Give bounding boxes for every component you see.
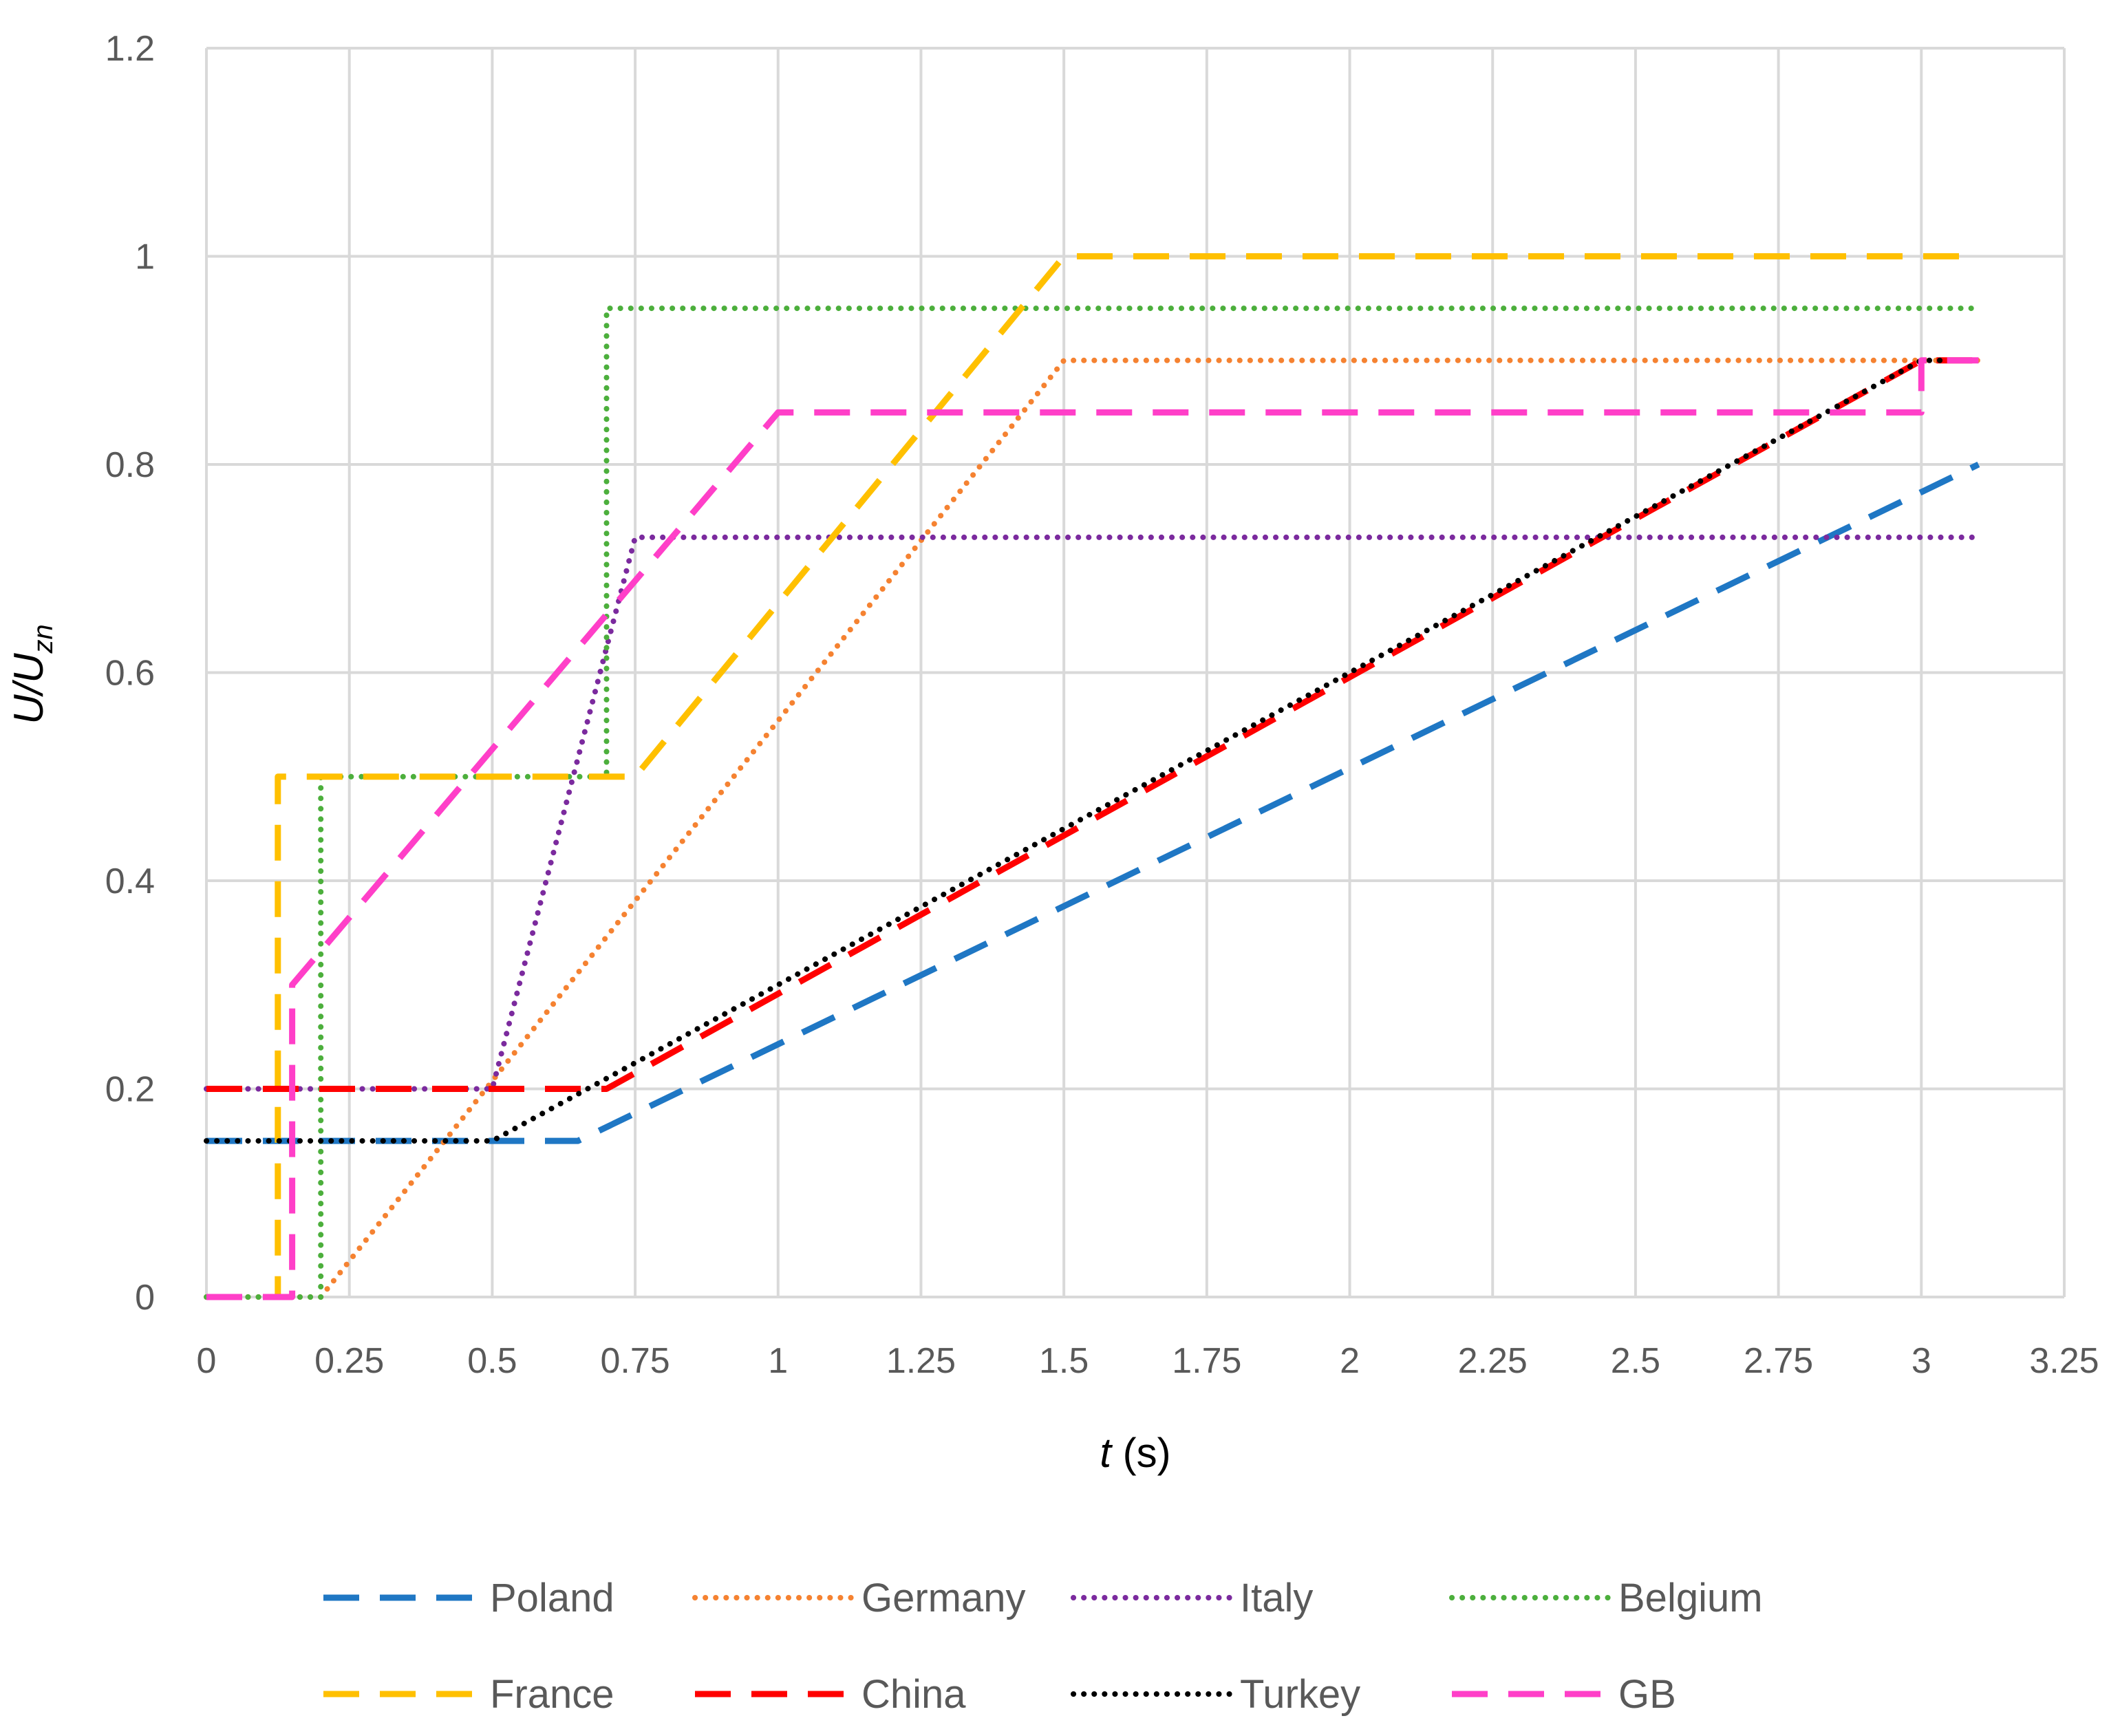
x-tick-label: 0 xyxy=(197,1341,217,1381)
legend-label: France xyxy=(490,1672,614,1717)
x-axis-title: t (s) xyxy=(1100,1430,1170,1476)
x-tick-label: 0.25 xyxy=(314,1341,384,1381)
series-lines xyxy=(204,253,1982,1300)
y-tick-label: 1.2 xyxy=(105,29,155,69)
y-tick-label: 0 xyxy=(135,1278,155,1318)
x-tick-label: 0.5 xyxy=(467,1341,517,1381)
legend-item-gb: GB xyxy=(1452,1672,1676,1717)
legend-label: China xyxy=(861,1672,966,1717)
legend-item-italy: Italy xyxy=(1071,1576,1313,1620)
y-tick-label: 0.2 xyxy=(105,1070,155,1110)
legend-label: Belgium xyxy=(1618,1576,1763,1620)
series-line-france xyxy=(206,253,1979,1300)
series-line-gb xyxy=(206,357,1979,1300)
legend-item-belgium: Belgium xyxy=(1449,1576,1763,1620)
x-tick-labels: 0 0.25 0.5 0.75 1 1.25 1.5 1.75 2 2.25 2.5 2.75 3 3.2… xyxy=(197,1341,2099,1381)
y-axis-title: U/Uzn xyxy=(6,624,58,725)
y-tick-label: 0.4 xyxy=(105,861,155,901)
legend-label: Poland xyxy=(490,1576,614,1620)
series-line-germany xyxy=(204,357,1982,1300)
x-tick-label: 2.75 xyxy=(1744,1341,1813,1381)
grid-lines xyxy=(205,47,2066,1298)
x-tick-label: 2.25 xyxy=(1458,1341,1528,1381)
legend-item-china: China xyxy=(695,1672,966,1717)
y-tick-labels: 0 0.2 0.4 0.6 0.8 1 1.2 xyxy=(105,29,155,1318)
series-line-italy xyxy=(204,534,1982,1092)
x-tick-label: 1 xyxy=(768,1341,788,1381)
legend-item-poland: Poland xyxy=(323,1576,614,1620)
x-tick-label: 1.75 xyxy=(1172,1341,1241,1381)
series-line-china xyxy=(206,357,1979,1092)
x-tick-label: 3 xyxy=(1912,1341,1931,1381)
legend-item-germany: Germany xyxy=(692,1576,1026,1620)
y-tick-label: 1 xyxy=(135,237,155,277)
legend: Poland Germany Italy Belgium France China Turk… xyxy=(323,1576,1763,1717)
x-tick-label: 1.5 xyxy=(1039,1341,1089,1381)
y-tick-label: 0.8 xyxy=(105,445,155,485)
x-tick-label: 0.75 xyxy=(600,1341,670,1381)
series-line-belgium xyxy=(204,306,1982,1300)
legend-label: Germany xyxy=(861,1576,1026,1620)
legend-item-turkey: Turkey xyxy=(1071,1672,1360,1717)
legend-item-france: France xyxy=(323,1672,614,1717)
legend-label: Italy xyxy=(1240,1576,1313,1620)
series-line-poland xyxy=(206,461,1980,1144)
x-tick-label: 3.25 xyxy=(2029,1341,2099,1381)
x-tick-label: 2.5 xyxy=(1611,1341,1660,1381)
x-tick-label: 2 xyxy=(1340,1341,1360,1381)
y-tick-label: 0.6 xyxy=(105,654,155,694)
x-tick-label: 1.25 xyxy=(886,1341,956,1381)
legend-label: Turkey xyxy=(1240,1672,1360,1717)
legend-label: GB xyxy=(1618,1672,1676,1717)
